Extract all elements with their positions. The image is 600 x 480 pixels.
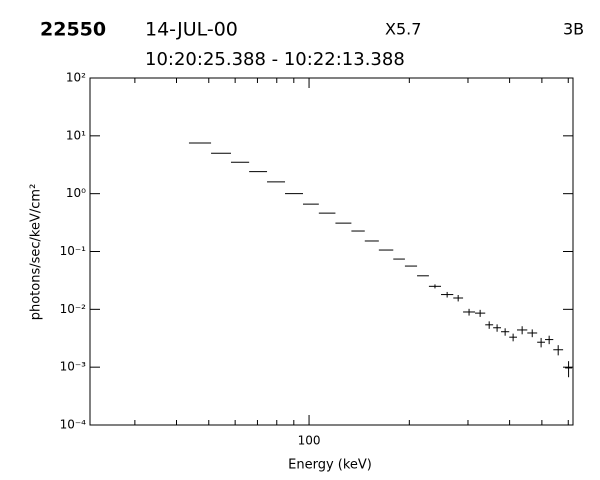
- y-tick-label: 10⁰: [66, 186, 86, 200]
- time-range: 10:20:25.388 - 10:22:13.388: [145, 49, 405, 70]
- date: 14-JUL-00: [145, 19, 238, 41]
- x-axis-label: Energy (keV): [288, 458, 372, 473]
- y-tick-label: 10²: [66, 71, 86, 85]
- x-tick-label: 100: [298, 434, 321, 448]
- flare-class: X5.7: [385, 20, 421, 39]
- y-tick-label: 10⁻¹: [60, 244, 87, 258]
- y-tick-label: 10⁻⁴: [60, 418, 87, 432]
- y-axis-label: photons/sec/keV/cm²: [29, 184, 44, 321]
- importance: 3B: [563, 20, 584, 39]
- event-id: 22550: [40, 19, 106, 41]
- y-tick-label: 10¹: [66, 128, 86, 142]
- y-tick-label: 10⁻³: [60, 360, 87, 374]
- y-tick-label: 10⁻²: [60, 302, 87, 316]
